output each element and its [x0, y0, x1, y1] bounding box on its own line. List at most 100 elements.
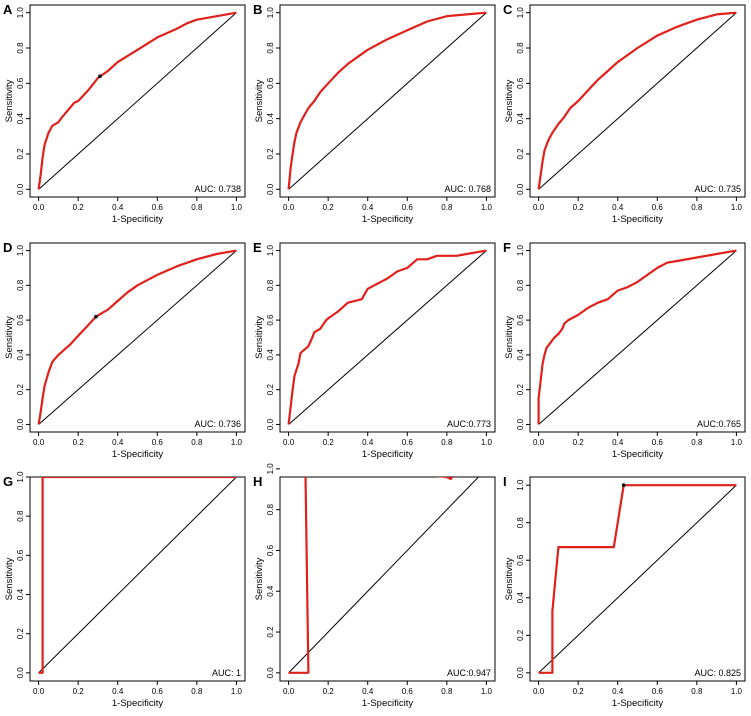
panel-label-c: C: [503, 2, 513, 17]
plot-frame: [29, 242, 246, 433]
y-axis-label: Sensitivity: [504, 557, 515, 600]
plot-frame: [29, 4, 246, 198]
x-tick-label: 0.4: [112, 687, 124, 696]
y-tick-label: 0.6: [266, 77, 275, 89]
x-tick-label: 0.6: [652, 687, 664, 696]
y-tick-label: 0.6: [516, 77, 525, 89]
panel-i: I 0.0 0.2 0.4 0.6 0.8 1.0 0.0 0.2 0.4 0.6 0.8 1.0 1-S…: [503, 474, 746, 709]
plot-frame: [279, 4, 496, 198]
x-tick-label: 1.0: [231, 438, 243, 447]
x-tick-label: 0.0: [33, 203, 45, 212]
cutoff-point-marker: [621, 483, 626, 487]
x-tick-label: 0.0: [283, 203, 295, 212]
x-tick-label: 0.2: [73, 438, 85, 447]
plot-frame: [29, 476, 246, 682]
y-tick-label: 0.4: [516, 113, 525, 125]
roc-curve: [537, 249, 737, 425]
y-tick-label: 0.2: [516, 629, 525, 641]
y-tick-label: 0.8: [16, 42, 25, 54]
auc-label: AUC: 0.736: [194, 419, 241, 429]
y-axis-label: Sensitivity: [254, 557, 265, 600]
x-tick-label: 0.6: [652, 438, 664, 447]
y-tick-label: 0.4: [266, 349, 275, 361]
y-tick-label: 0.8: [516, 517, 525, 529]
x-axis-label: 1-Specificity: [612, 698, 663, 709]
reference-diagonal: [38, 12, 237, 190]
x-tick-label: 0.8: [691, 687, 703, 696]
x-tick-label: 0.4: [362, 438, 374, 447]
panel-label-a: A: [3, 2, 13, 17]
x-axis-label: 1-Specificity: [362, 214, 413, 225]
y-tick-label: 0.8: [16, 510, 25, 522]
x-axis-label: 1-Specificity: [112, 214, 163, 225]
reference-diagonal: [288, 250, 487, 425]
y-tick-label: 0.4: [16, 588, 25, 600]
auc-label: AUC: 0.738: [194, 184, 241, 194]
x-tick-label: 1.0: [731, 438, 743, 447]
roc-curve: [37, 249, 237, 425]
y-tick-label: 0.0: [16, 418, 25, 430]
x-tick-label: 0.6: [402, 687, 414, 696]
x-axis-label: 1-Specificity: [612, 214, 663, 225]
y-axis-label: Sensitivity: [254, 316, 265, 359]
plot-frame: [279, 242, 496, 433]
x-tick-label: 0.4: [112, 203, 124, 212]
y-tick-label: 0.2: [16, 148, 25, 160]
roc-curve: [288, 477, 310, 674]
panel-label-h: H: [253, 474, 262, 489]
cutoff-point-marker: [98, 74, 102, 79]
panel-b: B 0.0 0.2 0.4 0.6 0.8 1.0 0.0 0.2 0.4 0.6 0.8 1.0 1-S…: [253, 2, 496, 225]
panel-g: G 0.0 0.2 0.4 0.6 0.8 1.0 0.0 0.2 0.4 0.6 0.8 1.0 1-S…: [3, 471, 246, 709]
x-tick-label: 0.0: [533, 438, 545, 447]
x-tick-label: 0.0: [283, 687, 295, 696]
x-tick-label: 0.6: [152, 438, 164, 447]
x-tick-label: 1.0: [731, 687, 743, 696]
roc-curve: [287, 249, 487, 425]
x-tick-label: 0.8: [191, 203, 203, 212]
x-axis-label: 1-Specificity: [112, 449, 163, 460]
x-tick-label: 0.8: [441, 203, 453, 212]
y-axis-label: Sensitivity: [504, 316, 515, 359]
y-tick-label: 1.0: [516, 479, 525, 491]
x-tick-label: 0.0: [33, 687, 45, 696]
x-tick-label: 0.8: [441, 687, 453, 696]
plot-frame: [279, 476, 496, 682]
y-tick-label: 0.0: [16, 667, 25, 679]
x-tick-label: 0.6: [152, 203, 164, 212]
y-tick-label: 0.4: [266, 585, 275, 597]
x-tick-label: 0.8: [691, 438, 703, 447]
x-tick-label: 1.0: [481, 438, 493, 447]
panel-label-i: I: [503, 474, 507, 489]
x-tick-label: 1.0: [231, 687, 243, 696]
y-tick-label: 0.4: [16, 113, 25, 125]
y-tick-label: 0.6: [266, 544, 275, 556]
auc-label: AUC: 1: [212, 668, 241, 678]
auc-label: AUC:0.765: [697, 419, 741, 429]
x-tick-label: 0.6: [402, 438, 414, 447]
auc-label: AUC:0.773: [447, 419, 491, 429]
x-tick-label: 0.2: [573, 687, 585, 696]
y-tick-label: 0.6: [266, 314, 275, 326]
reference-diagonal: [288, 12, 487, 190]
y-tick-label: 1.0: [516, 7, 525, 19]
y-tick-label: 1.0: [266, 7, 275, 19]
x-axis-label: 1-Specificity: [362, 449, 413, 460]
x-tick-label: 0.4: [612, 438, 624, 447]
panel-label-f: F: [503, 240, 511, 255]
y-tick-label: 0.2: [516, 148, 525, 160]
y-tick-label: 0.4: [516, 349, 525, 361]
y-tick-label: 0.2: [266, 626, 275, 638]
x-tick-label: 0.6: [652, 203, 664, 212]
plot-frame: [529, 476, 746, 682]
x-tick-label: 0.6: [402, 203, 414, 212]
x-tick-label: 0.0: [533, 203, 545, 212]
auc-label: AUC: 0.825: [694, 668, 741, 678]
x-tick-label: 0.4: [362, 203, 374, 212]
y-tick-label: 0.6: [516, 314, 525, 326]
panel-d: D 0.0 0.2 0.4 0.6 0.8 1.0 0.0 0.2 0.4 0.6 0.8 1.0 1-S…: [3, 240, 246, 460]
auc-label: AUC: 0.735: [694, 184, 741, 194]
y-axis-label: Sensitivity: [4, 557, 15, 600]
y-axis-label: Sensitivity: [254, 79, 265, 122]
x-tick-label: 0.8: [691, 203, 703, 212]
